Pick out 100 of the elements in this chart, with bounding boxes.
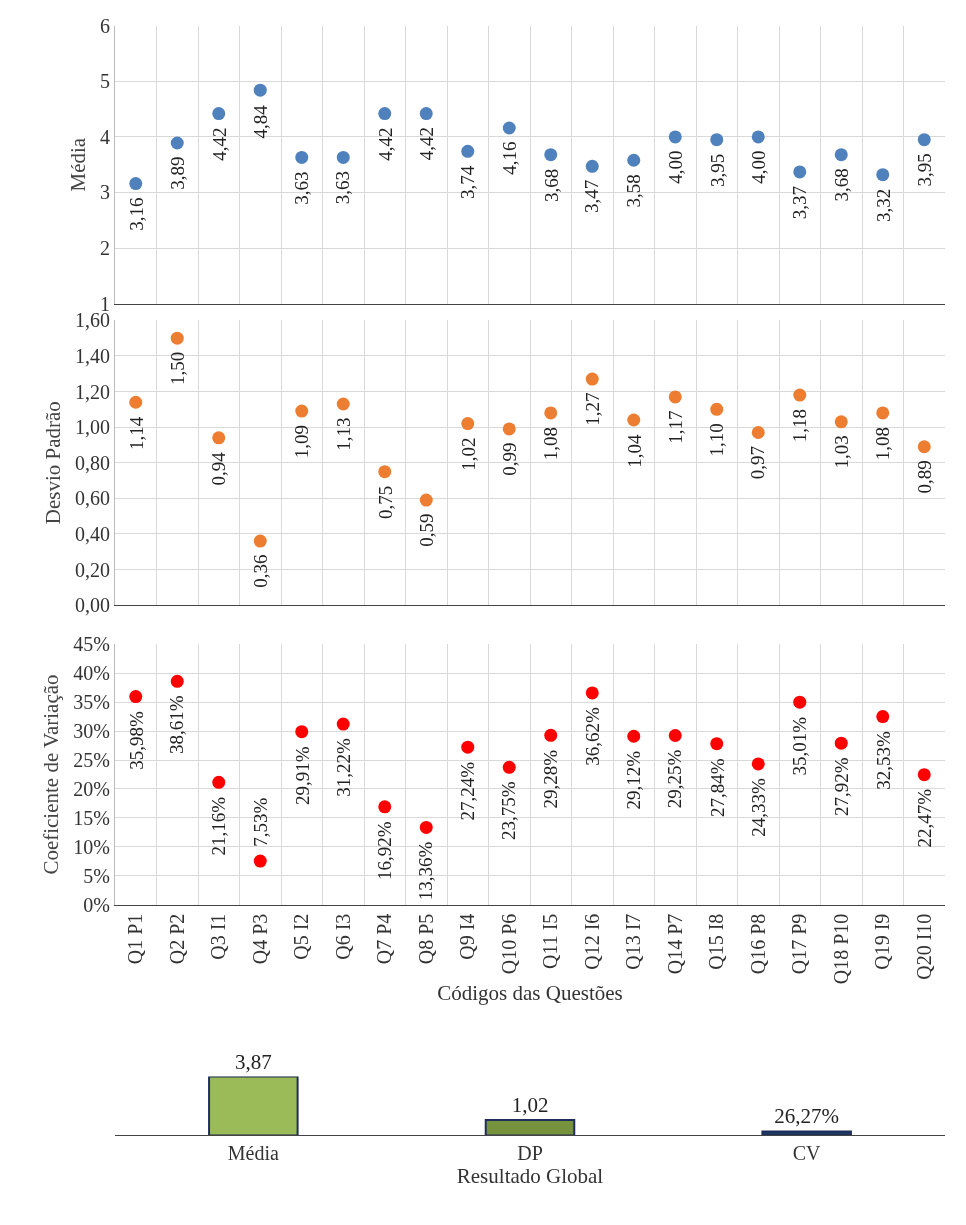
data-label: 32,53% xyxy=(872,731,894,790)
point xyxy=(212,431,226,445)
point xyxy=(834,415,848,429)
x-tick-label: Q10 P6 xyxy=(497,913,520,975)
data-label: 1,18 xyxy=(789,409,811,443)
point xyxy=(502,422,516,436)
y-tick-label: 0% xyxy=(83,893,110,916)
point xyxy=(917,440,931,454)
data-label: 35,01% xyxy=(789,716,811,776)
point xyxy=(170,136,184,150)
data-label: 21,16% xyxy=(207,796,229,856)
data-label: 4,16 xyxy=(498,141,520,175)
data-label: 26,27% xyxy=(774,1104,840,1129)
point xyxy=(212,775,226,789)
data-label: 4,00 xyxy=(747,150,769,184)
data-label: 16,92% xyxy=(374,821,396,881)
x-tick-label: Média xyxy=(227,1142,279,1165)
data-label: 0,75 xyxy=(374,485,396,519)
data-label: 4,42 xyxy=(416,127,438,161)
point xyxy=(253,534,267,548)
y-tick-label: 35% xyxy=(73,691,110,714)
point xyxy=(585,159,599,173)
data-label: 1,08 xyxy=(872,426,894,461)
point xyxy=(502,121,516,135)
x-tick-label: Q4 P3 xyxy=(248,913,271,965)
y-tick-label: 40% xyxy=(73,662,110,685)
point xyxy=(627,153,641,167)
y-tick-label: 20% xyxy=(73,778,110,800)
point xyxy=(544,406,558,420)
y-tick-label: 3 xyxy=(100,181,110,204)
point xyxy=(917,768,931,782)
point xyxy=(336,150,350,164)
y-tick-label: 0,00 xyxy=(75,594,110,617)
x-tick-label: Q14 P7 xyxy=(663,913,686,975)
x-tick-label: Q19 I9 xyxy=(871,913,894,970)
data-label: 0,97 xyxy=(747,445,769,480)
y-tick-label: 4 xyxy=(100,125,110,148)
data-label: 1,02 xyxy=(511,1092,549,1117)
point xyxy=(378,800,392,814)
data-label: 1,27 xyxy=(581,392,603,426)
y-axis-title: Desvio Padrão xyxy=(41,401,66,525)
data-label: 3,95 xyxy=(914,153,936,187)
data-label: 23,75% xyxy=(498,781,520,841)
y-tick-label: 25% xyxy=(73,749,110,772)
data-label: 27,84% xyxy=(706,758,728,817)
y-tick-label: 1,00 xyxy=(75,416,110,439)
x-axis-title: Códigos das Questões xyxy=(437,981,623,1006)
point xyxy=(544,148,558,162)
y-tick-label: 5% xyxy=(83,864,110,887)
point xyxy=(336,397,350,411)
data-label: 3,63 xyxy=(332,170,354,205)
point xyxy=(793,695,807,709)
data-label: 7,53% xyxy=(249,797,271,847)
point xyxy=(834,148,848,162)
point xyxy=(253,854,267,868)
point xyxy=(585,686,599,700)
point xyxy=(170,331,184,345)
point xyxy=(502,760,516,774)
x-tick-label: Q8 P5 xyxy=(414,913,437,965)
data-label: 3,89 xyxy=(166,156,188,190)
point xyxy=(129,690,143,704)
x-tick-label: Q16 P8 xyxy=(746,913,769,975)
data-label: 36,62% xyxy=(581,706,603,766)
x-tick-label: Q17 P9 xyxy=(788,913,811,975)
data-label: 3,63 xyxy=(290,171,312,205)
data-label: 1,50 xyxy=(166,351,188,385)
data-label: 13,36% xyxy=(415,841,437,901)
data-label: 3,68 xyxy=(831,168,853,202)
data-label: 1,03 xyxy=(830,435,852,469)
point xyxy=(917,133,931,147)
point xyxy=(834,736,848,750)
point xyxy=(627,413,641,427)
point xyxy=(461,417,475,431)
data-label: 4,84 xyxy=(250,104,272,139)
point xyxy=(419,493,433,507)
data-label: 1,08 xyxy=(540,426,562,461)
y-tick-label: 1,40 xyxy=(75,344,110,367)
data-label: 22,47% xyxy=(914,788,936,848)
y-tick-label: 0,80 xyxy=(75,451,110,474)
point xyxy=(668,729,682,742)
data-label: 29,28% xyxy=(539,749,561,809)
data-label: 3,74 xyxy=(457,165,479,200)
y-tick-label: 2 xyxy=(100,237,110,260)
point xyxy=(378,107,392,121)
point xyxy=(668,130,682,144)
data-label: 29,25% xyxy=(664,749,686,809)
point xyxy=(544,728,558,742)
x-tick-label: Q11 I5 xyxy=(539,913,562,970)
y-tick-label: 10% xyxy=(73,835,110,858)
y-tick-label: 0,20 xyxy=(75,558,110,581)
point xyxy=(876,406,890,420)
data-label: 29,12% xyxy=(622,750,644,810)
data-label: 4,00 xyxy=(664,150,686,184)
data-label: 1,09 xyxy=(291,425,313,459)
y-axis-title: Média xyxy=(66,137,91,192)
point xyxy=(710,402,724,416)
data-label: 0,59 xyxy=(415,513,437,547)
point xyxy=(627,729,641,743)
x-tick-label: Q5 I2 xyxy=(290,913,313,960)
data-label: 3,32 xyxy=(872,188,894,222)
